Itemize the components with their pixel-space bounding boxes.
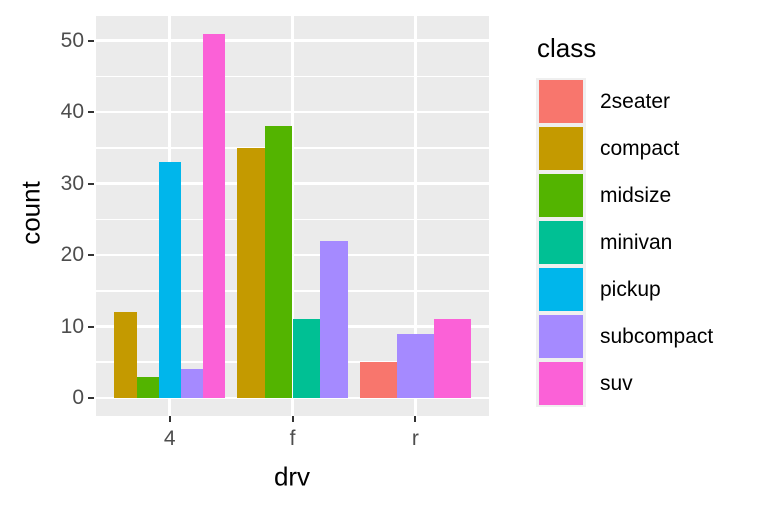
- legend-key-minivan: [536, 219, 586, 266]
- bar-4-subcompact: [180, 369, 203, 398]
- y-tick-mark: [88, 254, 94, 257]
- bar-4-suv: [202, 33, 225, 398]
- y-tick-mark: [88, 325, 94, 328]
- y-tick-label: 30: [60, 171, 84, 195]
- plot-panel: [96, 16, 489, 416]
- bar-f-compact: [237, 147, 265, 398]
- bar-4-compact: [114, 312, 137, 398]
- bar-r-2seater: [360, 362, 397, 398]
- bar-4-pickup: [158, 162, 181, 398]
- y-tick-label: 0: [72, 386, 84, 409]
- x-tick-label: r: [411, 427, 419, 450]
- y-tick-label: 50: [60, 28, 84, 52]
- legend-swatch-suv: [539, 362, 583, 405]
- legend-swatch-subcompact: [539, 315, 583, 358]
- legend-key-pickup: [536, 266, 586, 313]
- bar-r-subcompact: [396, 333, 434, 398]
- bar-4-midsize: [136, 376, 159, 398]
- legend-title: class: [537, 33, 597, 63]
- x-tick-label: 4: [163, 427, 176, 450]
- x-tick-mark: [414, 416, 417, 422]
- x-axis-title: drv: [273, 461, 311, 492]
- legend-swatch-2seater: [539, 80, 583, 123]
- legend-label-pickup: pickup: [600, 277, 661, 301]
- legend-label-midsize: midsize: [600, 183, 672, 207]
- y-tick-label: 20: [60, 243, 84, 267]
- y-tick-mark: [88, 111, 94, 114]
- y-tick-mark: [88, 39, 94, 42]
- legend-label-minivan: minivan: [600, 230, 673, 254]
- bar-r-suv: [433, 319, 471, 398]
- bar-f-midsize: [264, 126, 293, 398]
- gridline-vertical-major: [414, 16, 417, 416]
- legend-swatch-compact: [539, 127, 583, 170]
- legend-label-suv: suv: [600, 371, 633, 395]
- legend-label-subcompact: subcompact: [600, 324, 714, 348]
- x-tick-mark: [168, 416, 171, 422]
- y-tick-mark: [88, 397, 94, 399]
- legend-key-compact: [536, 125, 586, 172]
- legend-swatch-pickup: [539, 268, 583, 311]
- x-tick-label: f: [289, 427, 296, 450]
- legend-label-compact: compact: [600, 136, 680, 160]
- y-tick-mark: [88, 182, 94, 185]
- legend-label-2seater: 2seater: [600, 89, 671, 113]
- bar-f-minivan: [292, 319, 321, 398]
- bar-f-subcompact: [320, 240, 348, 398]
- legend-swatch-minivan: [539, 221, 583, 264]
- legend-key-2seater: [536, 78, 586, 125]
- legend-swatch-midsize: [539, 174, 583, 217]
- y-tick-label: 10: [60, 314, 84, 338]
- legend-key-midsize: [536, 172, 586, 219]
- legend-key-subcompact: [536, 313, 586, 360]
- gridline-vertical-major: [291, 16, 294, 416]
- x-tick-mark: [291, 416, 294, 422]
- legend-key-suv: [536, 360, 586, 407]
- y-tick-label: 40: [60, 100, 84, 124]
